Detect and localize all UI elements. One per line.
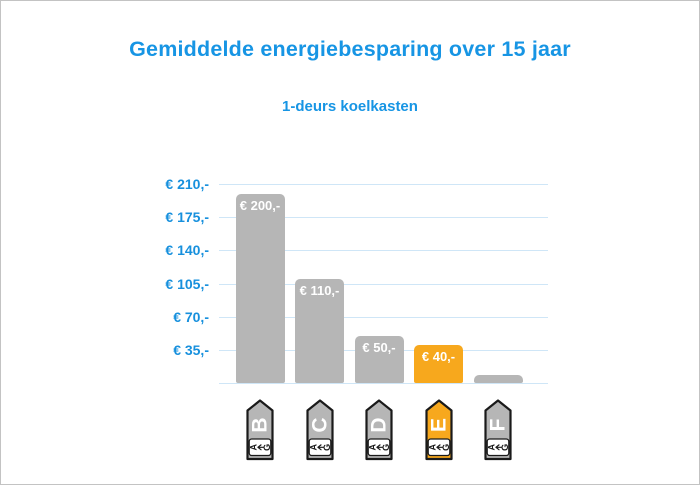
y-axis-tick-label: € 210,- bbox=[165, 176, 209, 192]
plot-area: € 210,- € 175,- € 140,- € 105,- € 70,- € 35,-… bbox=[165, 176, 548, 384]
gridline bbox=[219, 316, 548, 318]
energy-label-icon-C: C A G bbox=[305, 399, 334, 461]
y-axis-tick-label: € 105,- bbox=[165, 275, 209, 292]
scale-min-letter: A bbox=[487, 444, 497, 451]
gridline bbox=[219, 184, 548, 185]
scale-min-letter: A bbox=[308, 444, 318, 451]
svg-text:F: F bbox=[487, 418, 510, 431]
bar-E: € 40,- bbox=[414, 345, 463, 383]
y-axis-tick-label: € 140,- bbox=[165, 242, 209, 259]
y-axis-tick-label: € 35,- bbox=[173, 341, 209, 358]
bar-F bbox=[473, 375, 523, 383]
energy-label-icon-B: B A G bbox=[246, 399, 274, 461]
scale-max-letter: G bbox=[381, 444, 391, 451]
bar-value-label: € 40,- bbox=[421, 349, 456, 365]
chart-title: Gemiddelde energiebesparing over 15 jaar bbox=[129, 37, 571, 61]
chart-subtitle: 1-deurs koelkasten bbox=[282, 98, 418, 115]
scale-max-letter: G bbox=[500, 444, 510, 451]
energy-label-icon-D: D A G bbox=[365, 399, 393, 461]
scale-min-letter: A bbox=[368, 444, 378, 451]
scale-max-letter: G bbox=[441, 444, 451, 451]
y-axis-tick-label: € 175,- bbox=[165, 209, 209, 226]
scale-max-letter: G bbox=[262, 444, 272, 451]
bar-value-label: € 200,- bbox=[239, 197, 281, 213]
energy-label-icon-F: F A G bbox=[484, 399, 512, 461]
bar-C: € 110,- bbox=[295, 278, 344, 383]
energy-label-icon-E: E A G bbox=[424, 399, 453, 461]
scale-max-letter: G bbox=[322, 444, 332, 451]
y-axis-tick-label: € 70,- bbox=[173, 308, 209, 325]
scale-min-letter: A bbox=[427, 444, 437, 451]
gridline bbox=[219, 217, 548, 219]
gridline bbox=[219, 250, 548, 252]
scale-min-letter: A bbox=[249, 444, 259, 451]
bar-value-label: € 110,- bbox=[299, 282, 340, 298]
svg-text:C: C bbox=[308, 417, 331, 432]
bar-B: € 200,- bbox=[235, 193, 285, 383]
svg-text:D: D bbox=[368, 417, 391, 432]
bar-D: € 50,- bbox=[354, 335, 404, 383]
x-axis-baseline bbox=[219, 383, 548, 384]
svg-text:B: B bbox=[249, 417, 272, 432]
svg-text:E: E bbox=[427, 418, 450, 432]
gridline bbox=[219, 283, 548, 285]
bar-value-label: € 50,- bbox=[362, 339, 396, 355]
